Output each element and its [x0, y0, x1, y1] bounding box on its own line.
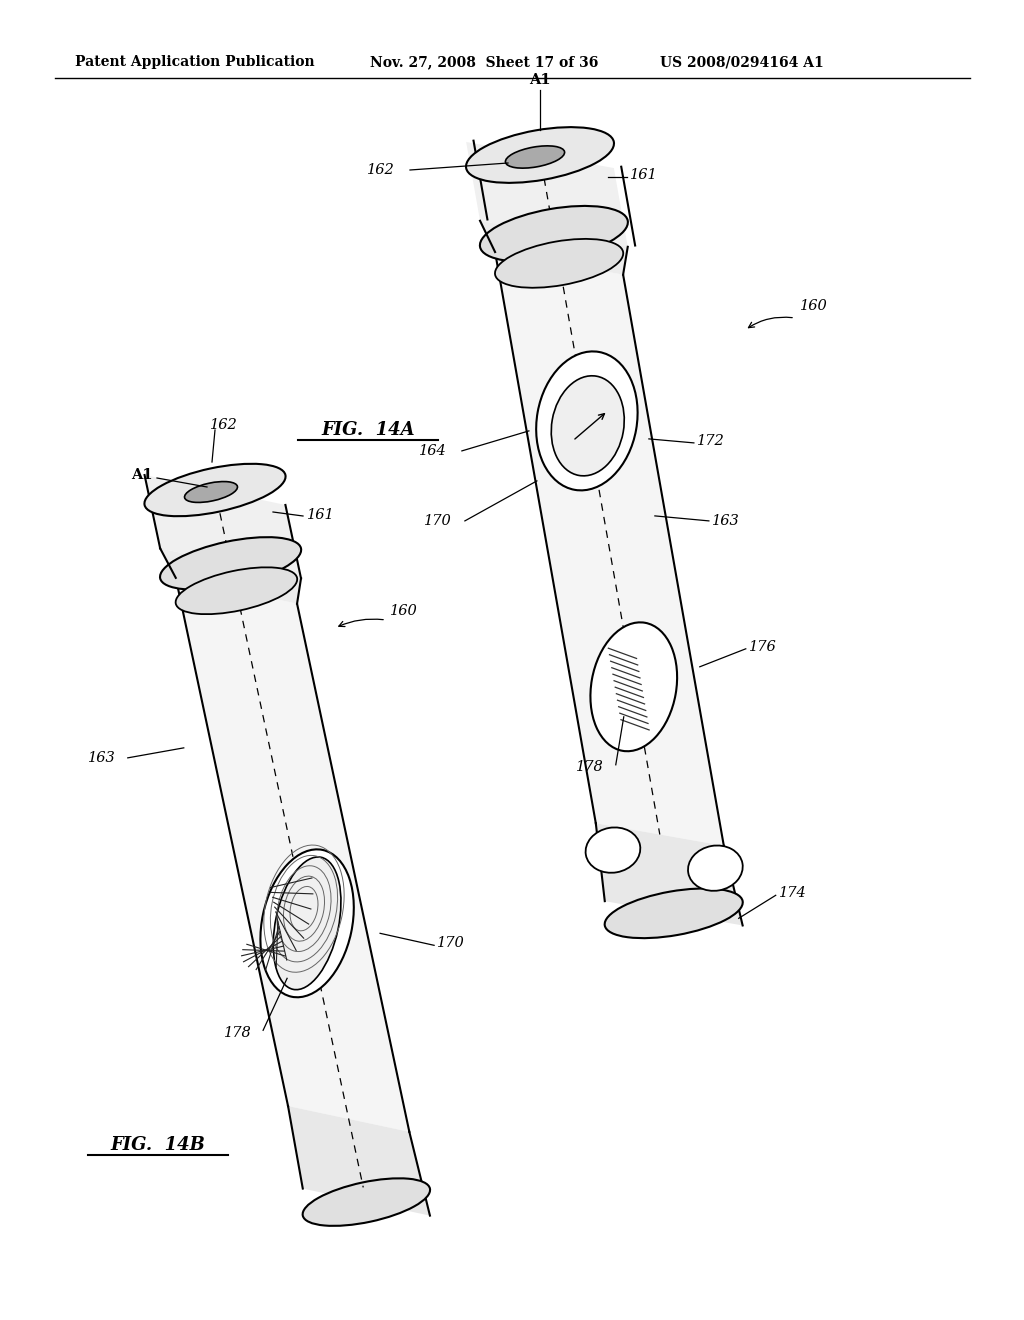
Ellipse shape	[604, 888, 742, 939]
Polygon shape	[466, 143, 628, 247]
Ellipse shape	[260, 849, 354, 998]
Polygon shape	[160, 548, 301, 603]
Ellipse shape	[537, 351, 638, 490]
Polygon shape	[596, 824, 742, 925]
Text: 170: 170	[424, 513, 452, 528]
Ellipse shape	[273, 857, 341, 990]
Text: 178: 178	[224, 1027, 252, 1040]
Text: FIG.  14A: FIG. 14A	[322, 421, 415, 440]
Ellipse shape	[586, 828, 640, 873]
Text: A1: A1	[529, 73, 551, 87]
Ellipse shape	[466, 127, 614, 183]
Text: 160: 160	[390, 605, 418, 618]
Text: 178: 178	[577, 760, 604, 774]
Ellipse shape	[176, 568, 297, 614]
Text: 163: 163	[88, 751, 116, 764]
Text: Nov. 27, 2008  Sheet 17 of 36: Nov. 27, 2008 Sheet 17 of 36	[370, 55, 598, 69]
Ellipse shape	[506, 145, 564, 168]
Text: 161: 161	[307, 508, 335, 521]
Polygon shape	[176, 578, 410, 1131]
Text: Patent Application Publication: Patent Application Publication	[75, 55, 314, 69]
Ellipse shape	[303, 1179, 430, 1226]
Text: 176: 176	[749, 640, 776, 653]
Text: 174: 174	[778, 886, 807, 900]
Text: 172: 172	[697, 434, 725, 447]
Text: A1: A1	[131, 469, 153, 482]
Text: 161: 161	[630, 168, 657, 182]
Polygon shape	[495, 252, 724, 846]
Ellipse shape	[184, 482, 238, 503]
Ellipse shape	[160, 537, 301, 590]
Ellipse shape	[591, 622, 677, 751]
Polygon shape	[288, 1106, 430, 1216]
Text: US 2008/0294164 A1: US 2008/0294164 A1	[660, 55, 823, 69]
Text: 170: 170	[437, 936, 465, 950]
Ellipse shape	[480, 206, 628, 261]
Text: 163: 163	[712, 513, 739, 528]
Text: 162: 162	[210, 418, 238, 432]
Text: FIG.  14B: FIG. 14B	[111, 1137, 206, 1154]
Ellipse shape	[495, 239, 624, 288]
Ellipse shape	[551, 376, 625, 475]
Text: 162: 162	[368, 162, 395, 177]
Ellipse shape	[688, 846, 742, 891]
Text: 164: 164	[419, 444, 446, 458]
Polygon shape	[144, 475, 301, 578]
Text: 160: 160	[800, 300, 827, 313]
Polygon shape	[480, 220, 628, 275]
Ellipse shape	[144, 463, 286, 516]
